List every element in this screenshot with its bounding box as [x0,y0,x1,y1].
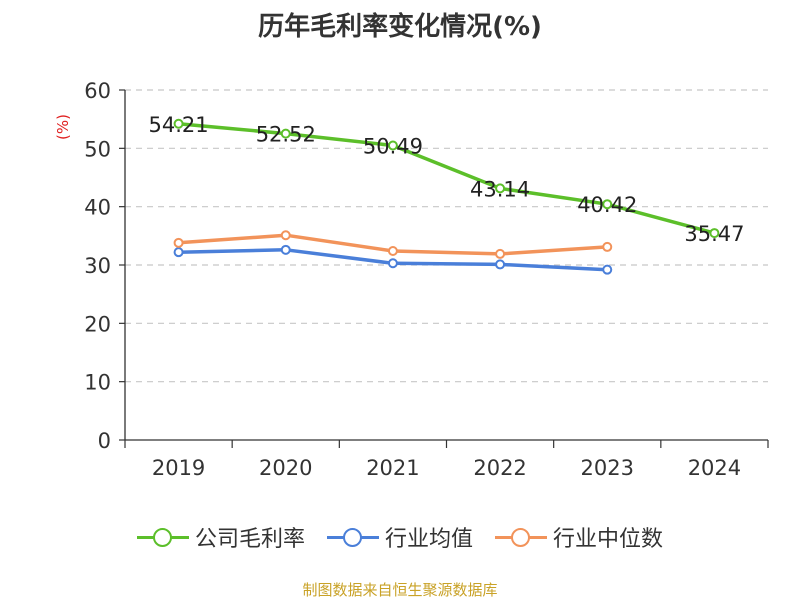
y-tick-label: 40 [84,196,111,220]
data-label: 35.47 [684,222,744,246]
legend-marker-icon [136,527,189,547]
x-tick-label: 2022 [473,456,526,480]
data-label: 52.52 [256,123,316,147]
data-label: 50.49 [363,134,423,158]
legend-label: 行业均值 [384,527,473,552]
legend-item[interactable]: 行业均值 [326,521,473,553]
data-point [495,259,506,270]
legend-dot [152,528,172,547]
y-tick-label: 20 [84,312,111,336]
series-line-0 [176,122,717,235]
x-tick-label: 2020 [259,456,312,480]
y-axis-label: (%) [54,114,72,140]
data-point [495,248,506,259]
data-point [495,183,506,194]
y-tick-label: 0 [98,429,111,453]
legend-item[interactable]: 行业中位数 [495,521,663,553]
legend-item[interactable]: 公司毛利率 [136,521,305,553]
x-tick-label: 2024 [688,456,741,480]
data-point [602,199,613,210]
source-note: 制图数据来自恒生聚源数据库 [302,581,498,599]
data-point [387,140,398,151]
data-point [280,230,291,241]
legend-label: 公司毛利率 [194,527,305,552]
data-label: 40.42 [577,193,637,217]
data-label: 54.21 [149,113,209,137]
y-tick-label: 50 [84,137,111,161]
data-point [602,241,613,252]
data-point [387,258,398,269]
data-point [173,237,184,248]
chart-legend: 公司毛利率 行业均值 行业中位数 [0,520,800,554]
x-tick-label: 2021 [366,456,419,480]
data-point [387,246,398,256]
legend-marker-icon [326,527,379,547]
y-tick-label: 60 [84,79,111,103]
legend-label: 行业中位数 [553,527,664,552]
data-point [173,118,184,129]
data-point [280,244,291,255]
legend-marker-icon [495,527,547,547]
data-point [602,264,613,275]
legend-dot [511,528,530,547]
data-point [280,128,291,139]
data-point [709,228,720,239]
x-tick-label: 2023 [581,456,634,480]
legend-dot [342,528,362,547]
data-point [173,247,184,258]
data-label: 43.14 [470,177,530,201]
y-tick-label: 10 [84,371,111,395]
y-tick-label: 30 [84,254,111,278]
chart-title: 历年毛利率变化情况(%) [258,12,542,42]
x-tick-label: 2019 [152,456,205,480]
